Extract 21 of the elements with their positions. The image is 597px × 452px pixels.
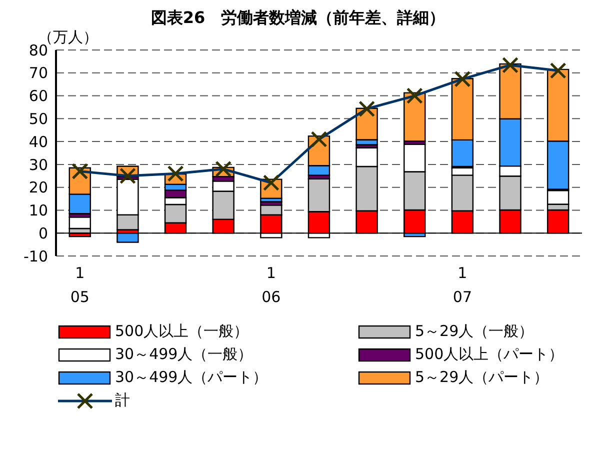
x-tick-label: 1 07	[452, 264, 472, 306]
y-tick-label: 80	[28, 41, 48, 60]
y-tick-label: 0	[38, 224, 48, 242]
legend-label: 500人以上（パート）	[415, 345, 564, 364]
legend-label: 30～499人（パート）	[115, 368, 268, 387]
legend-label: 5～29人（一般）	[415, 322, 534, 341]
y-tick-label: 40	[28, 132, 48, 151]
legend-label: 500人以上（一般）	[115, 322, 249, 341]
y-tick-label: -10	[24, 247, 48, 266]
legend-label: 30～499人（一般）	[115, 345, 253, 364]
y-tick-label: 30	[28, 156, 48, 174]
y-tick-label: 60	[28, 87, 48, 106]
y-tick-label: 50	[28, 110, 48, 128]
x-tick-label: 1 05	[70, 264, 90, 306]
y-tick-label: 20	[28, 178, 48, 197]
y-tick-label: 10	[28, 202, 48, 220]
y-tick-label: 70	[28, 64, 48, 82]
legend-label: 5～29人（パート）	[415, 368, 549, 387]
chart-title: 図表26 労働者数増減（前年差、詳細）	[150, 8, 446, 28]
x-tick-label: 1 06	[262, 264, 281, 306]
legend-label: 計	[115, 391, 130, 410]
